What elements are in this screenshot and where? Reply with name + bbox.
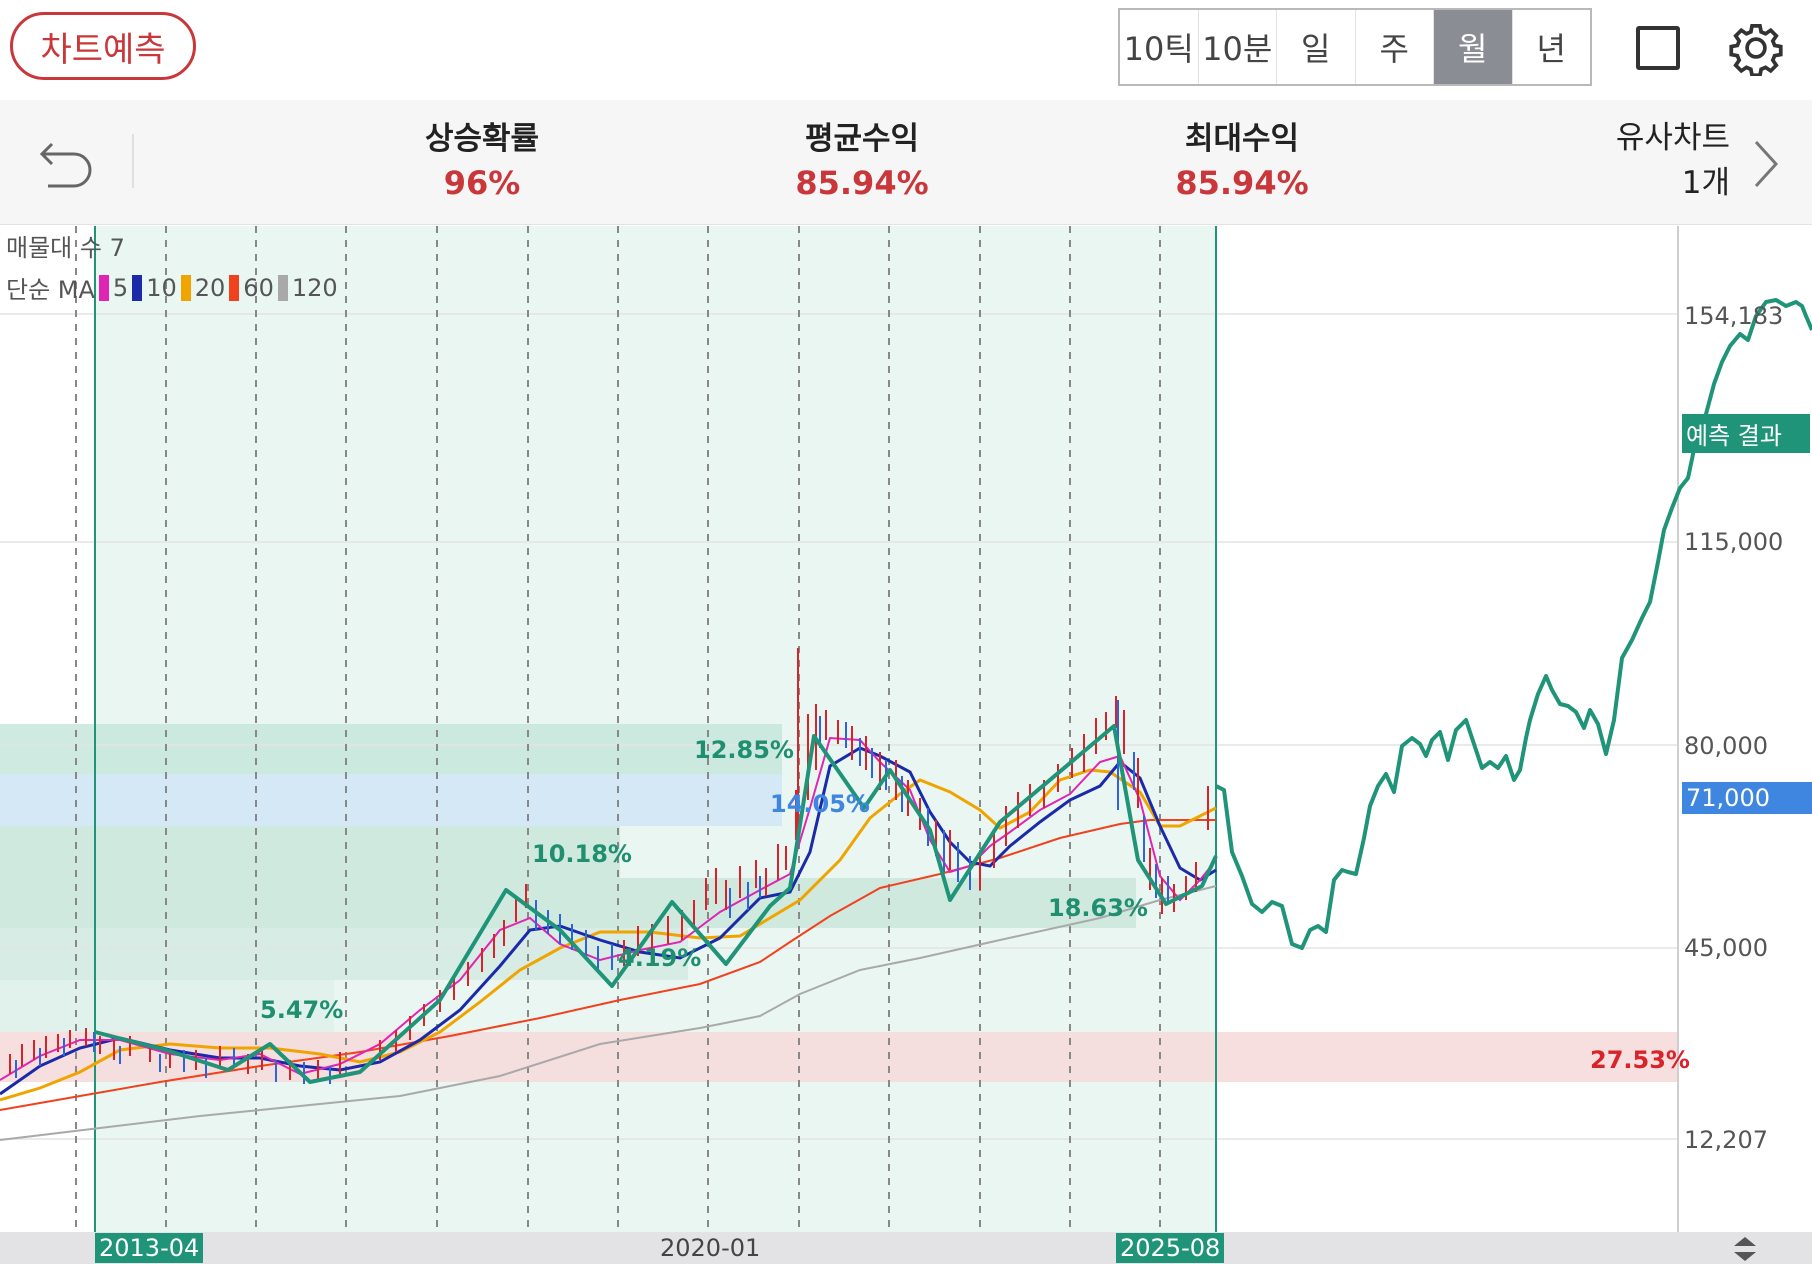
divider (132, 134, 134, 188)
pattern-annotation: 4.19% (618, 944, 702, 972)
ma-60-swatch (229, 274, 240, 301)
price-chart[interactable] (0, 224, 1812, 1232)
ma-5-line (0, 736, 1217, 1081)
gear-icon[interactable] (1728, 20, 1784, 76)
price-label: 12,207 (1684, 1126, 1768, 1154)
pattern-annotation: 14.05% (770, 790, 870, 818)
chart-predict-button[interactable]: 차트예측 (10, 12, 196, 80)
volume-profile-legend: 매물대 수 7 (6, 234, 125, 262)
current-price-badge: 71,000 (1682, 782, 1812, 814)
average-return: 평균수익 85.94% (742, 118, 982, 206)
period-tabs: 10틱 10분 일 주 월 년 (1118, 8, 1592, 86)
price-label: 80,000 (1684, 732, 1768, 760)
square-icon[interactable] (1636, 26, 1680, 70)
pattern-annotation: 5.47% (260, 996, 344, 1024)
pattern-annotation: 12.85% (694, 736, 794, 764)
volume-band (0, 928, 688, 980)
ma-10-line (0, 746, 1217, 1096)
pattern-annotation: 10.18% (532, 840, 632, 868)
rise-probability: 상승확률 96% (362, 118, 602, 206)
ma-60-line (0, 819, 1216, 1111)
grid-lines (0, 313, 1678, 1140)
price-label: 154,183 (1684, 302, 1784, 330)
loss-zone-band (0, 1032, 1678, 1082)
top-bar: 차트예측 10틱 10분 일 주 월 년 (0, 0, 1812, 100)
ma-120-swatch (277, 274, 288, 301)
ma-120-label: 120 (291, 273, 338, 302)
price-label: 115,000 (1684, 528, 1784, 556)
ma-120-line (0, 885, 1217, 1141)
scroll-arrows-icon[interactable] (1730, 1234, 1760, 1264)
max-return: 최대수익 85.94% (1122, 118, 1362, 206)
tab-10-tick[interactable]: 10틱 (1120, 10, 1199, 84)
volume-band (0, 724, 782, 774)
time-axis[interactable] (0, 1232, 1812, 1264)
loss-zone-label: 27.53% (1590, 1046, 1690, 1074)
time-axis-label: 2020-01 (660, 1234, 761, 1262)
ma-10-label: 10 (146, 273, 177, 302)
stats-bar (0, 100, 1812, 225)
pattern-annotation: 18.63% (1048, 894, 1148, 922)
ma-legend: 단순 MA 5 10 20 60 120 (6, 270, 338, 305)
prediction-line (1215, 298, 1812, 950)
window-start-date: 2013-04 (95, 1233, 204, 1263)
undo-icon[interactable] (36, 136, 96, 192)
volume-band-current (0, 774, 782, 826)
tab-month[interactable]: 월 (1434, 10, 1513, 84)
tab-year[interactable]: 년 (1536, 30, 1566, 68)
chevron-right-icon[interactable] (1748, 136, 1784, 192)
rise-probability-label: 상승확률 (424, 121, 540, 157)
ma-legend-title: 단순 MA (6, 276, 95, 304)
window-end-date: 2025-08 (1116, 1233, 1225, 1263)
volume-band (0, 826, 620, 878)
pattern-zigzag-line (94, 724, 1218, 1084)
average-return-value: 85.94% (795, 164, 929, 202)
ma-20-label: 20 (194, 273, 226, 302)
tab-10-min[interactable]: 10분 (1199, 10, 1277, 84)
volume-band (0, 878, 1136, 928)
average-return-label: 평균수익 (804, 121, 920, 157)
ma-5-label: 5 (112, 273, 129, 302)
price-label: 45,000 (1684, 934, 1768, 962)
max-return-label: 최대수익 (1184, 121, 1300, 157)
similar-charts-count: 1개 (1681, 165, 1730, 201)
tab-day[interactable]: 일 (1277, 10, 1356, 84)
prediction-result-badge: 예측 결과 (1682, 414, 1810, 453)
ma-10-swatch (132, 274, 143, 301)
ma-5-swatch (98, 274, 109, 301)
similar-charts-label: 유사차트 (1615, 120, 1730, 156)
tab-week[interactable]: 주 (1356, 10, 1434, 84)
max-return-value: 85.94% (1175, 164, 1309, 202)
ma-20-swatch (180, 274, 191, 301)
rise-probability-value: 96% (443, 164, 521, 202)
ma-60-label: 60 (243, 273, 274, 302)
similar-charts[interactable]: 유사차트 1개 (1570, 116, 1730, 206)
